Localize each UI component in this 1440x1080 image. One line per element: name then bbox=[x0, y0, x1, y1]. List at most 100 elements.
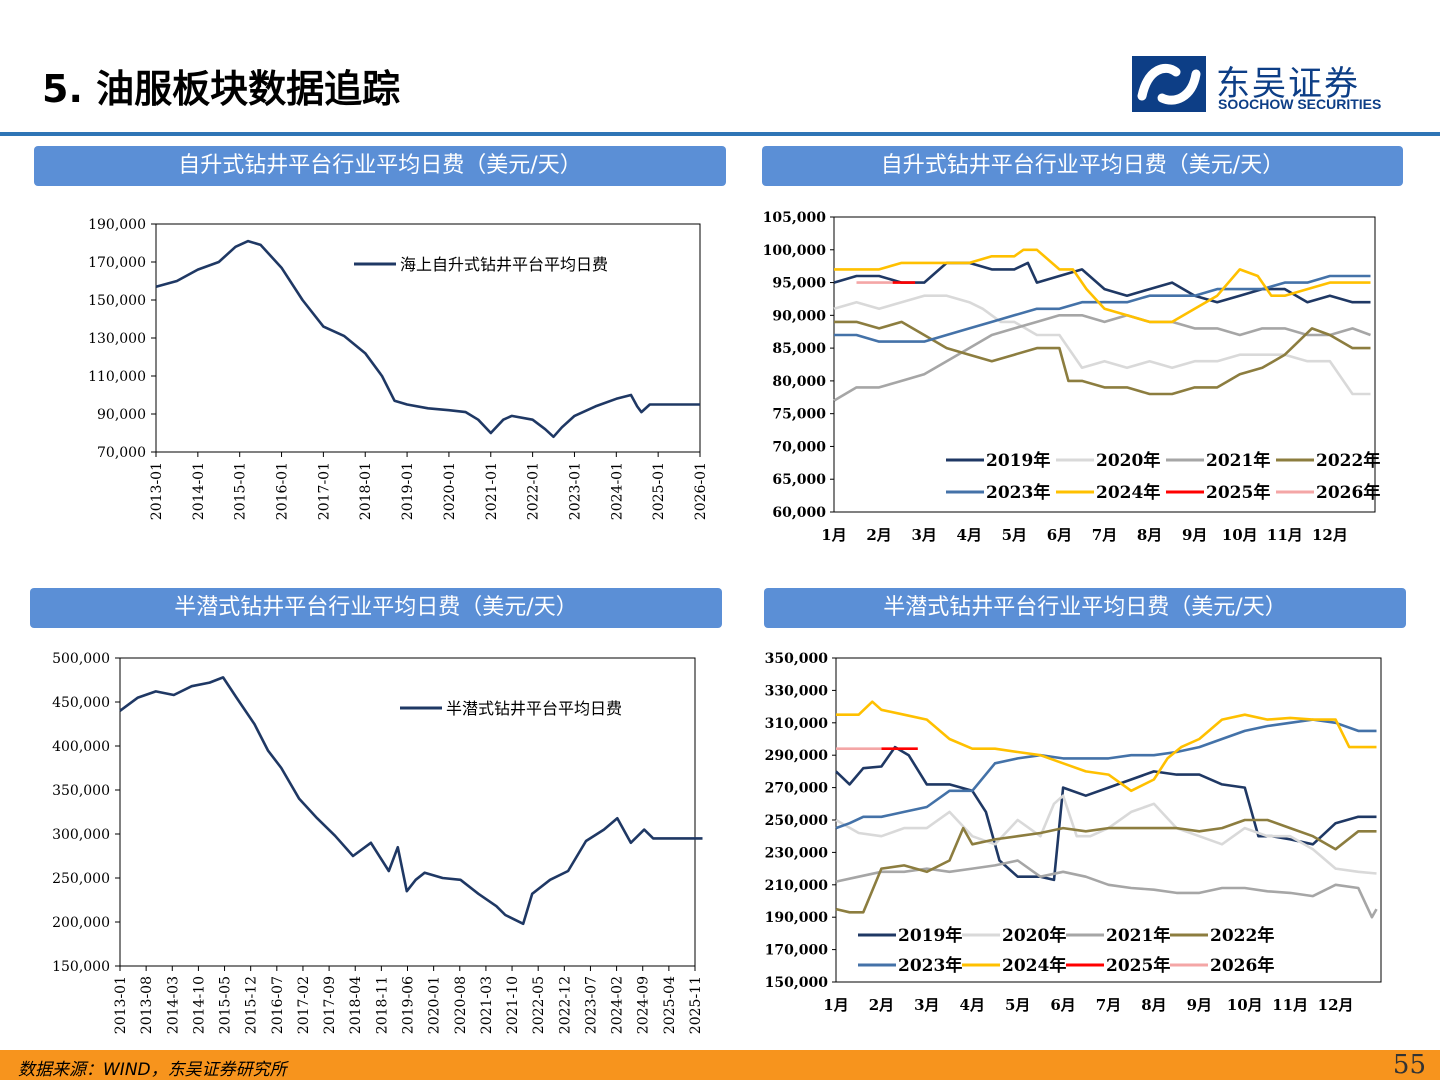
x-tick-label: 1月 bbox=[823, 996, 848, 1014]
y-tick-label: 500,000 bbox=[52, 651, 110, 667]
footer-bar: 数据来源：WIND，东吴证券研究所 55 bbox=[0, 1050, 1440, 1080]
x-tick-label: 2024-09 bbox=[636, 976, 652, 1034]
x-tick-label: 10月 bbox=[1222, 526, 1258, 544]
x-tick-label: 2013-08 bbox=[139, 976, 155, 1034]
x-tick-label: 9月 bbox=[1182, 526, 1207, 544]
legend-label: 2022年 bbox=[1316, 450, 1380, 471]
x-tick-label: 2015-12 bbox=[244, 976, 260, 1034]
y-tick-label: 210,000 bbox=[765, 878, 829, 894]
x-tick-label: 2014-03 bbox=[165, 976, 181, 1034]
y-tick-label: 200,000 bbox=[52, 915, 110, 931]
x-tick-label: 2017-09 bbox=[322, 976, 338, 1034]
y-tick-label: 190,000 bbox=[765, 910, 829, 926]
x-tick-label: 2021-03 bbox=[479, 976, 495, 1034]
x-tick-label: 3月 bbox=[914, 996, 939, 1014]
y-tick-label: 290,000 bbox=[765, 748, 829, 764]
legend-label: 2025年 bbox=[1106, 955, 1170, 976]
legend-label: 2024年 bbox=[1002, 955, 1066, 976]
y-tick-label: 70,000 bbox=[772, 439, 826, 455]
x-tick-label: 6月 bbox=[1047, 526, 1072, 544]
x-tick-label: 2月 bbox=[869, 996, 894, 1014]
x-tick-label: 2022-12 bbox=[557, 976, 573, 1034]
semisub-dayrate-seasonal-chart: 350,000 330,000 310,000 290,000 270,000 250,0… bbox=[765, 651, 1382, 1014]
y-tick-label: 170,000 bbox=[88, 255, 146, 271]
y-tick-label: 95,000 bbox=[772, 276, 826, 292]
legend-label: 2023年 bbox=[898, 955, 962, 976]
x-tick-label: 2023-07 bbox=[583, 976, 599, 1034]
series-line-2019年 bbox=[833, 261, 1371, 304]
y-tick-label: 400,000 bbox=[52, 739, 110, 755]
legend-label: 2023年 bbox=[986, 482, 1050, 503]
y-tick-label: 250,000 bbox=[765, 813, 829, 829]
x-tick-label: 2018-01 bbox=[358, 462, 374, 520]
x-tick-label: 2013-01 bbox=[113, 976, 129, 1034]
x-tick-label: 12月 bbox=[1312, 526, 1348, 544]
x-tick-label: 2020-08 bbox=[453, 976, 469, 1034]
soochow-logo-icon bbox=[1132, 56, 1206, 112]
page-title: 5. 油服板块数据追踪 bbox=[42, 67, 401, 111]
y-tick-label: 100,000 bbox=[763, 243, 827, 259]
x-tick-label: 2024-02 bbox=[610, 976, 626, 1034]
legend-label: 2025年 bbox=[1206, 482, 1270, 503]
series-line bbox=[119, 676, 703, 926]
series-line-2020年 bbox=[833, 294, 1371, 396]
x-tick-label: 11月 bbox=[1267, 526, 1303, 544]
x-tick-label: 2016-01 bbox=[275, 462, 291, 520]
legend-label: 2022年 bbox=[1210, 925, 1274, 946]
x-tick-label: 2021-10 bbox=[505, 976, 521, 1034]
series-line-2023年 bbox=[835, 718, 1377, 830]
y-tick-label: 350,000 bbox=[765, 651, 829, 667]
jackup-dayrate-history-chart: 190,000 170,000 150,000 130,000 110,000 90,00… bbox=[88, 217, 709, 520]
y-tick-label: 330,000 bbox=[765, 683, 829, 699]
y-tick-label: 65,000 bbox=[772, 472, 826, 488]
x-tick-label: 1月 bbox=[821, 526, 846, 544]
panel-title-jackup-history: 自升式钻井平台行业平均日费（美元/天） bbox=[34, 146, 726, 186]
x-tick-label: 11月 bbox=[1272, 996, 1308, 1014]
series-line-2022年 bbox=[835, 818, 1377, 914]
x-tick-label: 2025-01 bbox=[651, 462, 667, 520]
y-tick-label: 60,000 bbox=[772, 505, 826, 521]
series-line-2024年 bbox=[834, 248, 1371, 324]
legend-label: 2024年 bbox=[1096, 482, 1160, 503]
x-tick-label: 2022-01 bbox=[526, 462, 542, 520]
y-tick-label: 350,000 bbox=[52, 783, 110, 799]
x-tick-label: 2015-05 bbox=[218, 976, 234, 1034]
x-tick-label: 7月 bbox=[1096, 996, 1121, 1014]
y-tick-label: 190,000 bbox=[88, 217, 146, 233]
series-line-2020年 bbox=[835, 794, 1377, 875]
logo-text-en: SOOCHOW SECURITIES bbox=[1218, 96, 1382, 112]
legend-label: 2021年 bbox=[1206, 450, 1270, 471]
legend-label: 2026年 bbox=[1316, 482, 1380, 503]
y-tick-label: 270,000 bbox=[765, 781, 829, 797]
plot-frame bbox=[833, 216, 1376, 513]
x-tick-label: 2014-10 bbox=[191, 976, 207, 1034]
x-tick-label: 5月 bbox=[1002, 526, 1027, 544]
y-tick-label: 85,000 bbox=[772, 341, 826, 357]
series-line-2022年 bbox=[834, 320, 1371, 396]
x-tick-label: 2017-02 bbox=[296, 976, 312, 1034]
x-tick-label: 2022-05 bbox=[531, 976, 547, 1034]
legend-label: 海上自升式钻井平台平均日费 bbox=[400, 255, 608, 274]
x-tick-label: 2021-01 bbox=[484, 462, 500, 520]
y-tick-label: 150,000 bbox=[52, 959, 110, 975]
x-tick-label: 8月 bbox=[1141, 996, 1166, 1014]
x-tick-label: 4月 bbox=[957, 526, 982, 544]
x-tick-label: 2016-07 bbox=[270, 976, 286, 1034]
panel-title-jackup-seasonal: 自升式钻井平台行业平均日费（美元/天） bbox=[762, 146, 1403, 186]
series-line-2019年 bbox=[835, 745, 1377, 882]
x-tick-label: 2020-01 bbox=[427, 976, 443, 1034]
y-tick-label: 450,000 bbox=[52, 695, 110, 711]
panel-title-semisub-history: 半潜式钻井平台行业平均日费（美元/天） bbox=[30, 588, 722, 628]
y-tick-label: 250,000 bbox=[52, 871, 110, 887]
x-tick-label: 2014-01 bbox=[191, 462, 207, 520]
x-tick-label: 5月 bbox=[1005, 996, 1030, 1014]
legend-label: 2019年 bbox=[898, 925, 962, 946]
y-tick-label: 70,000 bbox=[97, 445, 146, 461]
y-tick-label: 150,000 bbox=[765, 975, 829, 991]
y-tick-label: 150,000 bbox=[88, 293, 146, 309]
x-tick-label: 8月 bbox=[1137, 526, 1162, 544]
x-tick-label: 2025-04 bbox=[662, 976, 678, 1034]
x-tick-label: 2024-01 bbox=[609, 462, 625, 520]
x-tick-label: 12月 bbox=[1318, 996, 1354, 1014]
series-line-2021年 bbox=[833, 314, 1371, 402]
